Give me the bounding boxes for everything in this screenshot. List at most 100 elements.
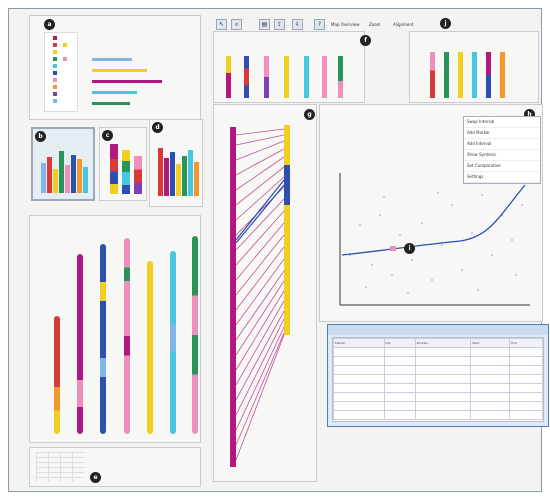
- bar: [71, 155, 76, 193]
- bar: [194, 162, 199, 196]
- bar: [122, 150, 130, 194]
- color-chip: [63, 57, 67, 61]
- table-cell: [509, 347, 543, 357]
- bar: [158, 148, 163, 196]
- marker-j: j: [440, 18, 451, 29]
- table-row[interactable]: [333, 392, 543, 402]
- table-cell: [383, 365, 416, 375]
- chromosome-strip: [444, 52, 449, 98]
- bar: [65, 165, 70, 193]
- bar: [188, 150, 193, 196]
- mini-chart-1: b: [31, 127, 95, 201]
- table-window: Marker Chr Position Start End: [327, 324, 549, 427]
- window-titlebar[interactable]: [328, 325, 548, 335]
- table-cell: [470, 365, 511, 375]
- marker-h: h: [524, 109, 535, 120]
- legend-line: [92, 80, 162, 83]
- marker-g: g: [304, 109, 315, 120]
- table-cell: [383, 383, 416, 393]
- color-chip: [53, 71, 57, 75]
- table-row[interactable]: [333, 347, 543, 357]
- table-cell: [333, 365, 385, 375]
- table-cell: [509, 383, 543, 393]
- table-cell: [470, 392, 511, 402]
- bar: [170, 152, 175, 196]
- table-row[interactable]: [333, 365, 543, 375]
- table-cell: [333, 356, 385, 366]
- table-cell: [414, 356, 472, 366]
- import-icon[interactable]: ⇩: [292, 19, 303, 30]
- table-row[interactable]: [333, 374, 543, 384]
- synteny-links: [230, 125, 290, 467]
- table-cell: [333, 410, 385, 420]
- table-cell: [509, 401, 543, 411]
- table-cell: [333, 374, 385, 384]
- chromosome-strip: [338, 56, 343, 98]
- table-cell: [333, 401, 385, 411]
- table-cell: [509, 356, 543, 366]
- export-icon[interactable]: ⇪: [274, 19, 285, 30]
- table-row[interactable]: [333, 383, 543, 393]
- bar: [164, 158, 169, 196]
- bar: [182, 156, 187, 196]
- layout-icon[interactable]: ▤: [259, 19, 270, 30]
- chromosome-strip: [472, 52, 477, 98]
- window-content: Marker Chr Position Start End: [332, 337, 544, 422]
- mini-chart-3: d: [149, 119, 203, 207]
- column-header[interactable]: End: [509, 338, 543, 348]
- table-cell: [414, 410, 472, 420]
- table-cell: [509, 374, 543, 384]
- help-icon[interactable]: ?: [314, 19, 325, 30]
- table-cell: [414, 383, 472, 393]
- color-chip: [53, 99, 57, 103]
- menu-item-set-comparative[interactable]: Set Comparative: [464, 161, 540, 172]
- table-cell: [333, 383, 385, 393]
- color-chip: [53, 36, 57, 40]
- chromosome-strip: [284, 56, 289, 98]
- menu-item-add-interval[interactable]: Add Interval: [464, 139, 540, 150]
- table-row[interactable]: [333, 410, 543, 420]
- marker-b: b: [35, 131, 46, 142]
- table-row[interactable]: [333, 401, 543, 411]
- table-cell: [383, 392, 416, 402]
- pointer-icon[interactable]: ↖: [216, 19, 227, 30]
- table-row[interactable]: [333, 356, 543, 366]
- table-cell: [414, 401, 472, 411]
- color-chip: [53, 78, 57, 82]
- chromosome-strip: [458, 52, 463, 98]
- mini-chart-2: c: [99, 127, 147, 201]
- table-cell: [470, 383, 511, 393]
- toolbar-label-align: Alignment: [393, 22, 414, 27]
- table-cell: [509, 410, 543, 420]
- chromosome-2: [77, 254, 83, 434]
- column-header[interactable]: Start: [470, 338, 511, 348]
- table-cell: [470, 410, 511, 420]
- table-cell: [383, 347, 416, 357]
- context-menu: Swap Interval Add Marker Add Interval Sh…: [463, 116, 541, 184]
- scatter-plot: [339, 173, 530, 306]
- bar: [53, 169, 58, 193]
- column-header[interactable]: Marker: [333, 338, 385, 348]
- color-chip: [53, 64, 57, 68]
- comparison-panel-right: [409, 31, 539, 103]
- marker-a: a: [44, 19, 55, 30]
- menu-item-swap[interactable]: Swap Interval: [464, 117, 540, 128]
- column-header[interactable]: Position: [414, 338, 472, 348]
- table-cell: [333, 392, 385, 402]
- column-header[interactable]: Chr: [383, 338, 416, 348]
- menu-item-show-syntenic[interactable]: Show Syntenic: [464, 150, 540, 161]
- chromosome-strip: [226, 56, 231, 98]
- legend-line: [92, 102, 130, 105]
- table-cell: [383, 410, 416, 420]
- chromosome-strip: [264, 56, 269, 98]
- bar: [83, 167, 88, 193]
- color-key-box: [44, 32, 78, 112]
- chromosome-strip: [322, 56, 327, 98]
- menu-item-add-marker[interactable]: Add Marker: [464, 128, 540, 139]
- chromosome-3: [100, 244, 106, 434]
- chromosome-6: [170, 251, 176, 434]
- zoom-icon[interactable]: ⌕: [231, 19, 242, 30]
- summary-grid: e: [29, 447, 201, 487]
- menu-item-settings[interactable]: Settings: [464, 172, 540, 183]
- color-chip: [63, 43, 67, 47]
